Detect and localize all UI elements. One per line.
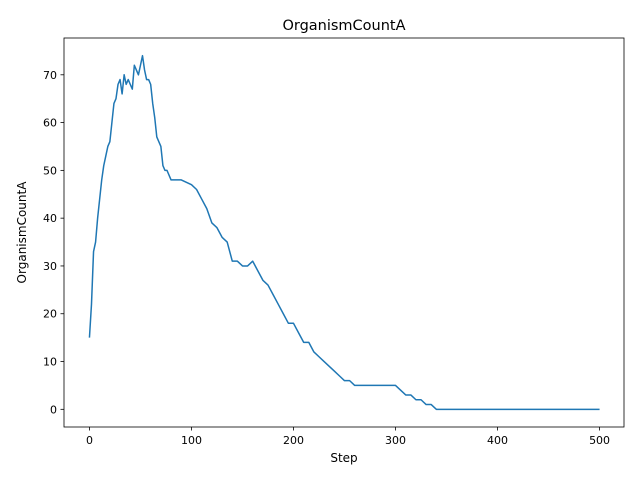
chart-title: OrganismCountA	[282, 18, 405, 34]
y-tick-label: 60	[43, 117, 57, 130]
x-axis-label: Step	[330, 451, 357, 465]
y-tick-label: 20	[43, 308, 57, 321]
x-tick-label: 200	[283, 434, 304, 447]
y-tick-label: 10	[43, 356, 57, 369]
x-tick-label: 100	[181, 434, 202, 447]
x-tick-label: 300	[385, 434, 406, 447]
x-axis-ticks: 0 100 200 300 400 500	[86, 427, 610, 447]
y-tick-label: 0	[50, 403, 57, 416]
y-tick-label: 40	[43, 212, 57, 225]
y-tick-label: 70	[43, 69, 57, 82]
y-axis-ticks: 0 10 20 30 40 50 60 70	[43, 69, 64, 416]
x-tick-label: 0	[86, 434, 93, 447]
x-tick-label: 500	[589, 434, 610, 447]
y-axis-label: OrganismCountA	[15, 181, 29, 284]
y-tick-label: 50	[43, 164, 57, 177]
y-tick-label: 30	[43, 260, 57, 273]
x-tick-label: 400	[487, 434, 508, 447]
series-line	[88, 54, 600, 411]
plot-frame	[63, 37, 625, 428]
